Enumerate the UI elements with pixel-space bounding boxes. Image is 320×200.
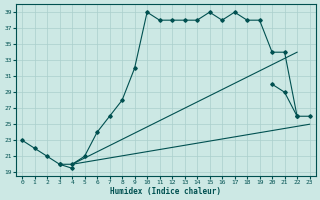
X-axis label: Humidex (Indice chaleur): Humidex (Indice chaleur) (110, 187, 221, 196)
